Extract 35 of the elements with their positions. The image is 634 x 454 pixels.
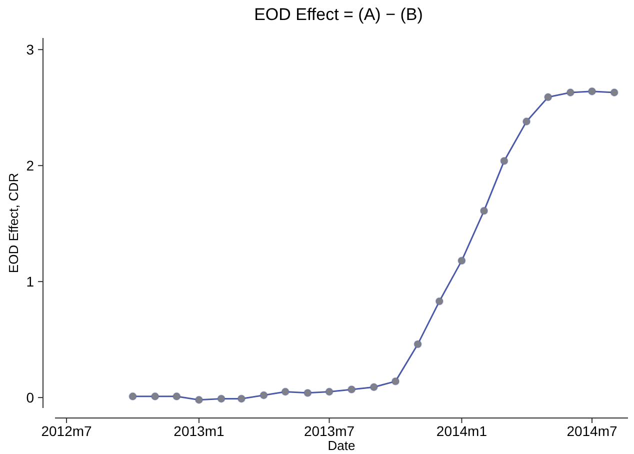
point bbox=[391, 377, 400, 386]
point bbox=[325, 388, 334, 396]
x-tick-label: 2013m7 bbox=[304, 423, 355, 439]
point bbox=[128, 392, 137, 400]
x-tick-label: 2013m1 bbox=[174, 423, 224, 439]
y-tick-label: 1 bbox=[26, 273, 34, 290]
point bbox=[414, 340, 422, 348]
point bbox=[458, 256, 466, 265]
point bbox=[544, 93, 552, 102]
point bbox=[566, 88, 575, 97]
x-tick-label: 2012m7 bbox=[41, 423, 92, 439]
point bbox=[370, 383, 378, 392]
point bbox=[172, 392, 181, 400]
x-tick-label: 2014m7 bbox=[566, 423, 618, 439]
point bbox=[281, 388, 290, 396]
point bbox=[500, 156, 508, 166]
point bbox=[480, 206, 488, 215]
chart-title: EOD Effect = (A) − (B) bbox=[254, 5, 423, 24]
y-tick-label: 2 bbox=[26, 157, 34, 174]
point bbox=[194, 396, 204, 404]
point bbox=[304, 388, 312, 398]
point bbox=[217, 394, 226, 403]
y-tick-label: 0 bbox=[26, 389, 34, 406]
point bbox=[522, 117, 531, 126]
x-axis-title: Date bbox=[328, 438, 356, 453]
point bbox=[435, 297, 444, 306]
point bbox=[588, 87, 596, 96]
point bbox=[610, 88, 618, 97]
y-tick-label: 3 bbox=[26, 42, 34, 58]
x-tick-label: 2014m1 bbox=[436, 423, 488, 439]
y-axis-title: EOD Effect, CDR bbox=[6, 172, 21, 274]
point bbox=[260, 391, 268, 400]
point bbox=[347, 385, 356, 394]
point bbox=[237, 394, 246, 403]
point bbox=[150, 392, 160, 400]
